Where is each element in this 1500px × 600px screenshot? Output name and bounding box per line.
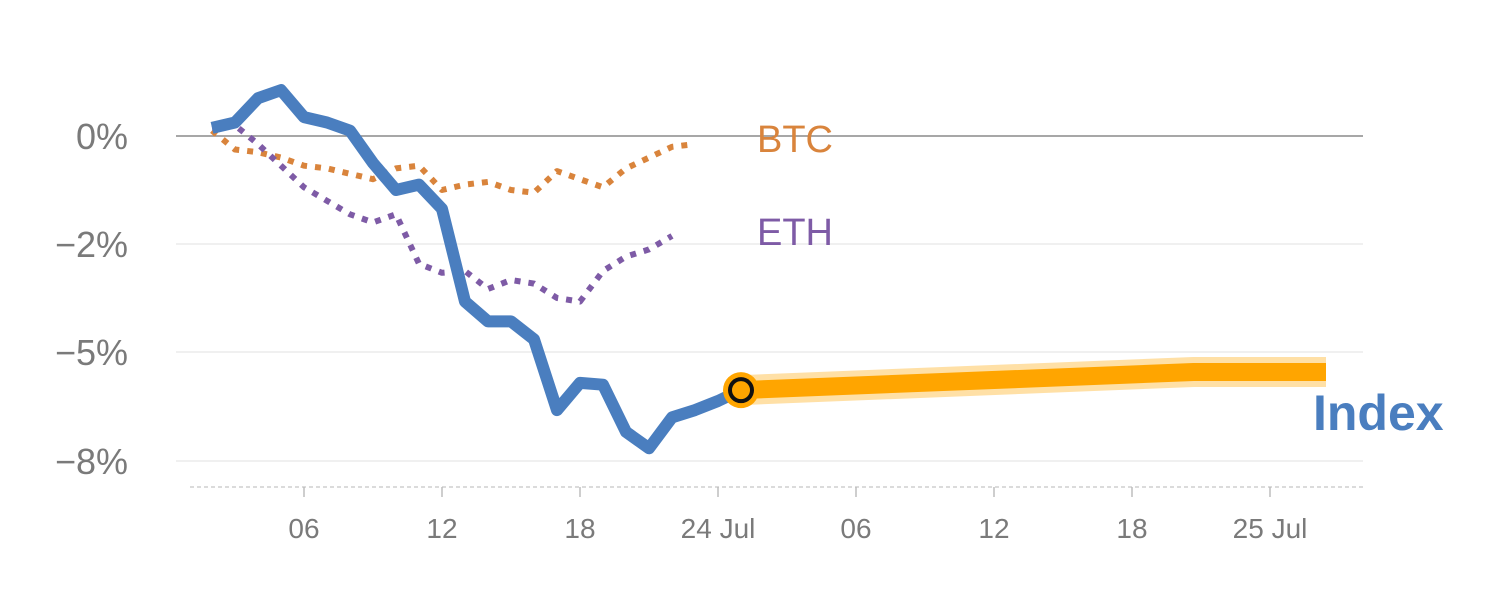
axes: 0% −2% −5% −8% 06 12 18 24 Jul 06 12 18 25 Jul <box>55 116 1366 544</box>
x-tick-label: 12 <box>426 513 457 544</box>
series-line-index <box>210 84 744 455</box>
x-tick-label: 18 <box>1116 513 1147 544</box>
gridlines <box>176 135 1363 462</box>
x-tick-label: 06 <box>840 513 871 544</box>
x-tick-label: 12 <box>978 513 1009 544</box>
labels: BTC ETH Index <box>757 119 1444 441</box>
x-tick-label: 06 <box>288 513 319 544</box>
y-tick-label: −8% <box>55 441 128 482</box>
series-line-eth <box>211 122 674 305</box>
y-tick-label: −2% <box>55 224 128 265</box>
series-line-btc <box>210 128 696 196</box>
x-tick-label: 24 Jul <box>681 513 756 544</box>
x-tick-label: 25 Jul <box>1233 513 1308 544</box>
series-label-eth: ETH <box>757 212 833 254</box>
forecast-line <box>740 363 1326 400</box>
series-label-btc: BTC <box>757 119 833 161</box>
x-tick-label: 18 <box>564 513 595 544</box>
current-point-marker <box>728 377 754 404</box>
series-label-index: Index <box>1313 385 1444 441</box>
y-tick-label: 0% <box>76 116 128 157</box>
series <box>210 84 1326 455</box>
y-tick-label: −5% <box>55 332 128 373</box>
